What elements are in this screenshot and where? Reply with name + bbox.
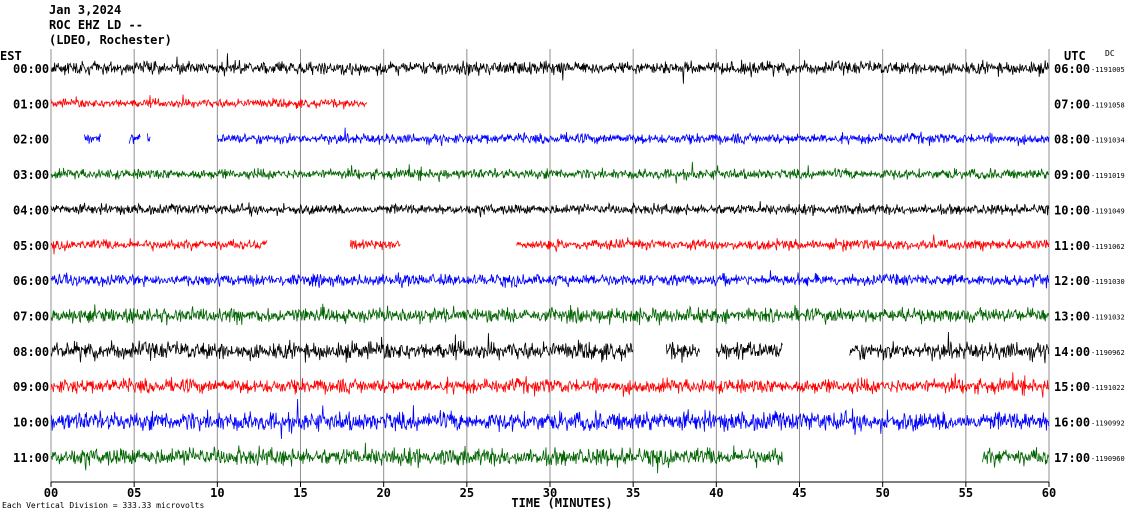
- trace-0300-segment-0: [50, 161, 1050, 184]
- dc-value-1: -1191058: [1091, 101, 1125, 109]
- utc-label-1600: 16:00: [1054, 416, 1090, 430]
- utc-label-0700: 07:00: [1054, 97, 1090, 111]
- est-label-0200: 02:00: [13, 133, 49, 147]
- dc-value-6: -1191030: [1091, 278, 1125, 286]
- est-label-0000: 00:00: [13, 62, 49, 76]
- est-label-0400: 04:00: [13, 203, 49, 217]
- trace-0500-segment-0: [50, 238, 268, 255]
- est-label-0100: 01:00: [13, 97, 49, 111]
- trace-0200-segment-0: [83, 133, 101, 144]
- est-label-1000: 10:00: [13, 416, 49, 430]
- x-tick-label: 30: [543, 486, 557, 500]
- trace-0800-segment-1: [666, 341, 700, 363]
- utc-label-1400: 14:00: [1054, 345, 1090, 359]
- dc-value-9: -1191022: [1091, 384, 1125, 392]
- trace-0500-segment-2: [516, 234, 1050, 252]
- x-tick-label: 10: [210, 486, 224, 500]
- trace-0800-segment-3: [849, 331, 1049, 364]
- est-label-0300: 03:00: [13, 168, 49, 182]
- trace-0200-segment-2: [147, 133, 151, 143]
- est-axis-label: EST: [0, 49, 22, 63]
- plot-header: Jan 3,2024 ROC EHZ LD -- (LDEO, Rocheste…: [49, 3, 172, 48]
- dc-value-4: -1191049: [1091, 207, 1125, 215]
- dc-value-3: -1191019: [1091, 172, 1125, 180]
- trace-0500-segment-1: [350, 239, 401, 251]
- x-tick-label: 05: [127, 486, 141, 500]
- est-label-0700: 07:00: [13, 309, 49, 323]
- x-tick-label: 55: [959, 486, 973, 500]
- est-label-0900: 09:00: [13, 380, 49, 394]
- header-network: (LDEO, Rochester): [49, 33, 172, 47]
- est-label-1100: 11:00: [13, 451, 49, 465]
- utc-label-1700: 17:00: [1054, 451, 1090, 465]
- utc-label-1300: 13:00: [1054, 309, 1090, 323]
- trace-0600-segment-0: [50, 270, 1050, 289]
- trace-0200-segment-3: [216, 127, 1050, 147]
- trace-0100-segment-0: [50, 94, 367, 110]
- x-tick-label: 35: [626, 486, 640, 500]
- header-station: ROC EHZ LD --: [49, 18, 143, 32]
- utc-label-1100: 11:00: [1054, 239, 1090, 253]
- trace-0800-segment-0: [50, 333, 634, 363]
- dc-label: DC: [1105, 49, 1115, 58]
- est-label-0800: 08:00: [13, 345, 49, 359]
- dc-value-2: -1191034: [1091, 137, 1125, 145]
- trace-0400-segment-0: [50, 201, 1050, 218]
- x-tick-label: 25: [460, 486, 474, 500]
- utc-label-0600: 06:00: [1054, 62, 1090, 76]
- x-tick-label: 60: [1042, 486, 1056, 500]
- x-tick-label: 45: [792, 486, 806, 500]
- trace-0700-segment-0: [50, 303, 1050, 326]
- utc-label-1500: 15:00: [1054, 380, 1090, 394]
- x-tick-label: 50: [875, 486, 889, 500]
- dc-value-11: -1190960: [1091, 455, 1125, 463]
- utc-label-0900: 09:00: [1054, 168, 1090, 182]
- vertical-division-note: Each Vertical Division = 333.33 microvol…: [2, 501, 205, 510]
- utc-label-0800: 08:00: [1054, 133, 1090, 147]
- trace-0900-segment-0: [50, 372, 1050, 398]
- utc-axis-label: UTC: [1064, 49, 1086, 63]
- trace-1000-segment-0: [50, 398, 1050, 440]
- dc-value-8: -1190962: [1091, 349, 1125, 357]
- dc-value-7: -1191032: [1091, 313, 1125, 321]
- x-tick-label: 00: [44, 486, 58, 500]
- trace-0000-segment-0: [50, 53, 1050, 84]
- est-label-0600: 06:00: [13, 274, 49, 288]
- header-date: Jan 3,2024: [49, 3, 122, 17]
- utc-label-1200: 12:00: [1054, 274, 1090, 288]
- x-axis-title: TIME (MINUTES): [511, 496, 612, 510]
- dc-value-0: -1191005: [1091, 66, 1125, 74]
- est-label-0500: 05:00: [13, 239, 49, 253]
- trace-0800-segment-2: [715, 341, 783, 360]
- trace-1100-segment-1: [982, 447, 1049, 468]
- x-tick-label: 20: [376, 486, 390, 500]
- x-tick-label: 40: [709, 486, 723, 500]
- x-tick-label: 15: [293, 486, 307, 500]
- dc-value-10: -1190992: [1091, 420, 1125, 428]
- dc-value-5: -1191062: [1091, 243, 1125, 251]
- trace-0200-segment-1: [128, 133, 141, 145]
- utc-label-1000: 10:00: [1054, 203, 1090, 217]
- trace-1100-segment-0: [50, 442, 783, 474]
